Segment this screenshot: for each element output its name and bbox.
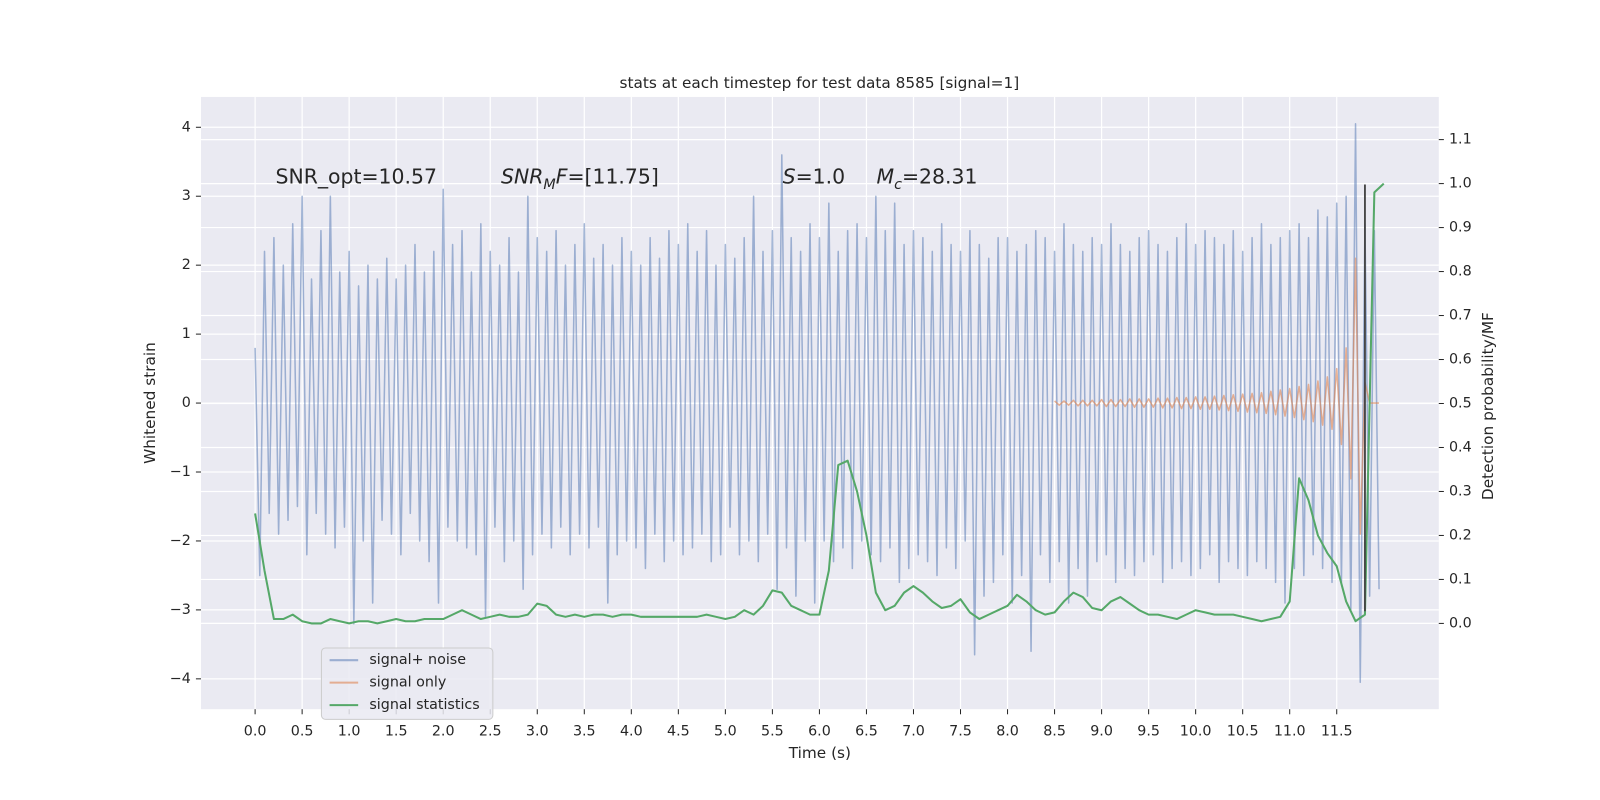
y-tick-label: −4 — [170, 671, 191, 687]
y-tick-label: −1 — [170, 464, 191, 480]
y2-tick-label: 0.7 — [1449, 308, 1472, 324]
x-tick-label: 6.5 — [855, 724, 878, 740]
y2-tick-label: 0.5 — [1449, 396, 1472, 412]
y2-tick-label: 0.1 — [1449, 571, 1472, 587]
legend-label: signal+ noise — [369, 652, 466, 668]
x-tick-label: 8.0 — [996, 724, 1019, 740]
series-line — [254, 182, 1385, 625]
x-tick-label: 1.0 — [338, 724, 361, 740]
x-tick-label: 3.5 — [573, 724, 596, 740]
x-tick-label: 3.0 — [526, 724, 549, 740]
x-tick-label: 1.5 — [385, 724, 408, 740]
x-tick-label: 2.0 — [432, 724, 455, 740]
x-tick-label: 9.0 — [1090, 724, 1113, 740]
chart-title: stats at each timestep for test data 858… — [620, 74, 1020, 92]
y2-tick-label: 0.6 — [1449, 352, 1472, 368]
legend-label: signal only — [369, 675, 446, 691]
y2-tick-label: 0.9 — [1449, 220, 1472, 236]
annotation-part: M — [543, 177, 555, 193]
annotation-part: F — [556, 165, 568, 189]
y-tick-label: 2 — [182, 257, 191, 273]
y2-tick-label: 1.1 — [1449, 132, 1472, 148]
annotation-part: c — [894, 177, 902, 193]
y2-tick-label: 0.4 — [1449, 439, 1472, 455]
y-tick-label: 1 — [182, 326, 191, 342]
y2-axis-label: Detection probability/MF — [1479, 312, 1497, 500]
annotation: SNR_opt=10.57 — [276, 165, 437, 190]
annotation-part: =1.0 — [796, 165, 846, 189]
y-tick-label: 4 — [182, 119, 191, 135]
x-axis-label: Time (s) — [788, 744, 851, 762]
x-tick-label: 4.0 — [620, 724, 643, 740]
x-tick-label: 0.5 — [291, 724, 314, 740]
x-tick-label: 11.5 — [1321, 724, 1353, 740]
series-line — [1054, 257, 1380, 535]
y2-tick-label: 0.2 — [1449, 527, 1472, 543]
y-tick-label: 0 — [182, 395, 191, 411]
annotation-part: SNR_opt=10.57 — [276, 165, 437, 190]
annotation: Mc=28.31 — [877, 165, 978, 193]
x-tick-label: 0.0 — [244, 724, 267, 740]
x-tick-label: 4.5 — [667, 724, 690, 740]
x-tick-label: 10.5 — [1227, 724, 1259, 740]
y2-tick-label: 0.3 — [1449, 483, 1472, 499]
annotation-part: M — [877, 165, 895, 189]
annotation: S=1.0 — [783, 165, 845, 189]
x-tick-label: 9.5 — [1137, 724, 1160, 740]
annotation: SNRMF=[11.75] — [501, 165, 659, 193]
y-axis-label: Whitened strain — [141, 342, 159, 464]
x-tick-label: 7.0 — [902, 724, 925, 740]
y-tick-label: −2 — [170, 533, 191, 549]
legend-box — [320, 647, 494, 720]
x-tick-label: 10.0 — [1180, 724, 1212, 740]
annotation-part: S — [783, 165, 796, 189]
x-tick-label: 5.5 — [761, 724, 784, 740]
y2-tick-label: 0.8 — [1449, 264, 1472, 280]
annotation-part: =[11.75] — [567, 165, 658, 189]
y2-tick-label: 1.0 — [1449, 176, 1472, 192]
y2-tick-label: 0.0 — [1449, 615, 1472, 631]
y-tick-label: 3 — [182, 188, 191, 204]
annotation-part: SNR — [501, 165, 543, 189]
x-tick-label: 6.0 — [808, 724, 831, 740]
x-tick-label: 5.0 — [714, 724, 737, 740]
x-tick-label: 2.5 — [479, 724, 502, 740]
x-tick-label: 7.5 — [949, 724, 972, 740]
annotation-part: =28.31 — [902, 165, 977, 189]
x-tick-label: 8.5 — [1043, 724, 1066, 740]
legend-label: signal statistics — [369, 697, 479, 713]
y-tick-label: −3 — [170, 602, 191, 618]
x-tick-label: 11.0 — [1274, 724, 1306, 740]
series-line — [254, 123, 1380, 684]
